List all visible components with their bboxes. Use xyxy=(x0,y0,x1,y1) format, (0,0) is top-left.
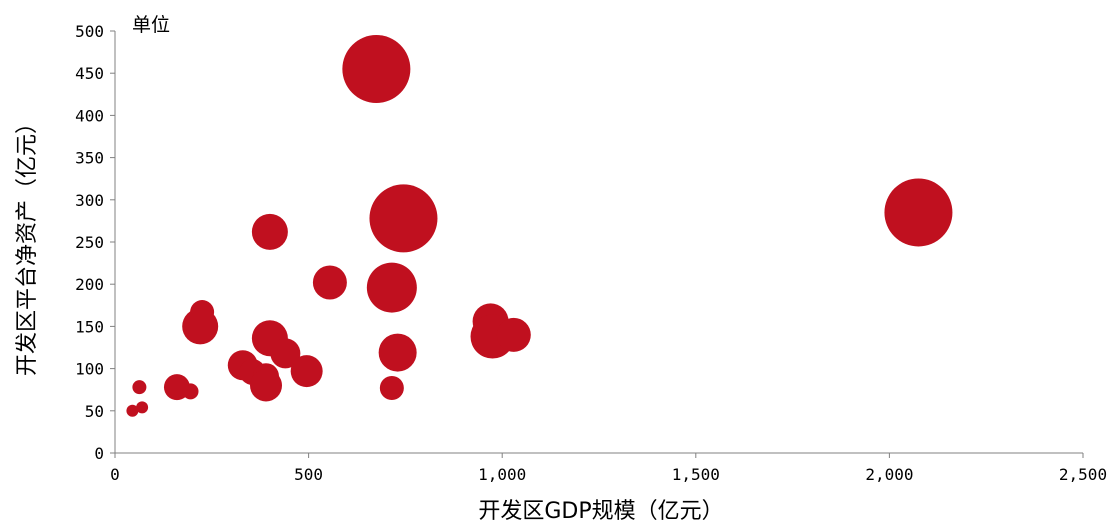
data-bubble xyxy=(366,262,417,313)
x-tick-label: 0 xyxy=(110,465,120,484)
y-tick-label: 400 xyxy=(75,106,104,125)
data-bubble xyxy=(136,401,149,414)
x-tick-label: 1,500 xyxy=(672,465,720,484)
x-axis-ticks: 0 500 1,000 1,500 2,000 2,500 xyxy=(110,453,1107,484)
y-tick-label: 150 xyxy=(75,317,104,336)
y-tick-label: 250 xyxy=(75,233,104,252)
data-bubble xyxy=(342,34,411,103)
x-axis-title: 开发区GDP规模（亿元） xyxy=(478,499,723,524)
y-tick-label: 450 xyxy=(75,64,104,83)
x-tick-label: 500 xyxy=(294,465,323,484)
data-bubble xyxy=(884,178,953,247)
data-bubble xyxy=(496,317,531,352)
data-bubble xyxy=(132,380,147,395)
data-bubble xyxy=(250,369,283,402)
data-bubble xyxy=(251,213,288,250)
y-tick-label: 100 xyxy=(75,360,104,379)
bubble-series xyxy=(126,34,953,417)
y-tick-label: 50 xyxy=(85,402,104,421)
data-bubble xyxy=(270,338,301,369)
y-tick-label: 350 xyxy=(75,149,104,168)
y-tick-label: 0 xyxy=(94,444,104,463)
y-axis-ticks: 0 50 100 150 200 250 300 350 400 450 500 xyxy=(75,22,115,463)
unit-label: 单位 xyxy=(132,14,170,36)
data-bubble xyxy=(379,376,404,401)
data-bubble xyxy=(312,265,347,300)
data-bubble xyxy=(126,404,139,417)
data-bubble xyxy=(369,184,438,253)
y-tick-label: 300 xyxy=(75,191,104,210)
x-tick-label: 2,500 xyxy=(1059,465,1107,484)
y-tick-label: 500 xyxy=(75,22,104,41)
y-axis-title: 开发区平台净资产（亿元） xyxy=(15,112,40,376)
data-bubble xyxy=(290,355,323,388)
data-bubble xyxy=(378,333,417,372)
data-bubble xyxy=(182,383,199,400)
x-tick-label: 2,000 xyxy=(865,465,913,484)
data-bubble xyxy=(182,308,219,345)
x-tick-label: 1,000 xyxy=(478,465,526,484)
y-tick-label: 200 xyxy=(75,275,104,294)
